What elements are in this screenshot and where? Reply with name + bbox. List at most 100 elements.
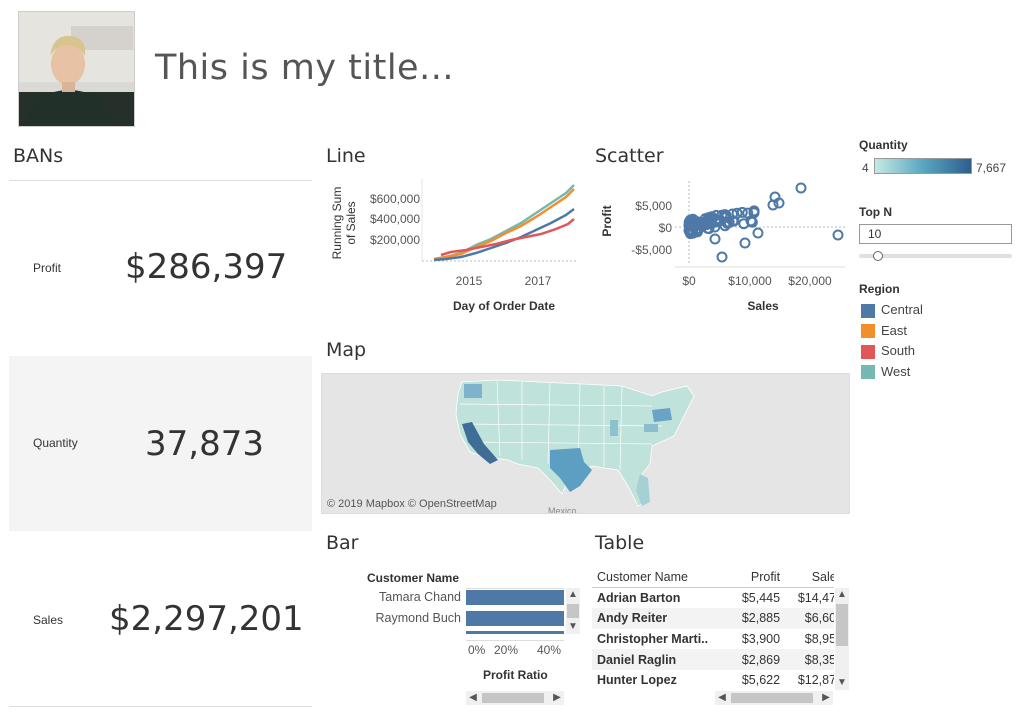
bar-scroll-thumb[interactable]	[567, 604, 579, 618]
scroll-down-icon[interactable]: ▼	[568, 621, 578, 632]
scatter-point[interactable]	[767, 199, 779, 211]
page-title: This is my title...	[155, 48, 454, 88]
region-swatch-east	[861, 324, 875, 339]
scatter-chart[interactable]: Profit $5,000 $0 -$5,000 $0 $10,000 $20,…	[595, 175, 850, 320]
scatter-point[interactable]	[684, 219, 696, 231]
table-cell-profit: $5,445	[741, 591, 781, 606]
table-cell-sales: $12,873	[797, 673, 834, 688]
bar-xtick: 40%	[537, 643, 562, 657]
table-scroll-thumb[interactable]	[836, 604, 848, 646]
scatter-point[interactable]	[773, 197, 785, 209]
bar-xlabel: Profit Ratio	[483, 668, 548, 682]
author-photo	[18, 11, 135, 127]
quantity-legend-min: 4	[862, 161, 869, 175]
bans-section-title: BANs	[13, 145, 64, 167]
scroll-left-icon[interactable]: ◀	[469, 692, 477, 703]
scatter-xlabel: Sales	[747, 299, 779, 313]
scatter-point[interactable]	[739, 237, 751, 249]
scroll-down-icon[interactable]: ▼	[837, 677, 847, 688]
region-swatch-south	[861, 344, 875, 359]
scroll-up-icon[interactable]: ▲	[837, 589, 847, 600]
region-legend-item[interactable]: West	[861, 362, 1001, 383]
table-header[interactable]: Profit	[730, 567, 786, 589]
scatter-point[interactable]	[742, 207, 754, 219]
topn-slider-track[interactable]	[859, 254, 1012, 258]
scatter-point[interactable]	[706, 211, 718, 223]
region-legend-item[interactable]: South	[861, 341, 1001, 362]
line-chart[interactable]: Running Sum of Sales $600,000 $400,000 $…	[326, 175, 586, 320]
scatter-section-title: Scatter	[595, 145, 664, 167]
scatter-point[interactable]	[832, 229, 844, 241]
table-row[interactable]: Christopher Marti.. $3,900 $8,954	[592, 629, 834, 650]
bar-header-divider	[466, 588, 564, 589]
map-mexico-label: Mexico	[548, 506, 577, 514]
scatter-point[interactable]	[683, 225, 695, 237]
bar-scrollbar-vertical[interactable]: ▲ ▼	[566, 588, 580, 634]
quantity-legend-gradient	[874, 158, 972, 174]
ban-sales[interactable]: Sales $2,297,201	[9, 531, 312, 706]
state-pennsylvania	[644, 424, 658, 432]
topn-slider-thumb[interactable]	[873, 251, 883, 261]
state-borders	[459, 379, 663, 471]
ban-profit-value: $286,397	[125, 247, 288, 287]
scatter-point[interactable]	[709, 233, 721, 245]
bans-divider-bottom	[9, 706, 312, 707]
ban-quantity[interactable]: Quantity 37,873	[9, 356, 312, 531]
scatter-ytick: $0	[659, 221, 673, 235]
region-legend-item[interactable]: East	[861, 321, 1001, 342]
scatter-xtick: $20,000	[788, 274, 832, 288]
scroll-right-icon[interactable]: ▶	[553, 692, 561, 703]
table-header[interactable]: Sales	[785, 567, 834, 589]
scatter-point[interactable]	[703, 223, 715, 235]
topn-input[interactable]: 10	[859, 224, 1012, 244]
scatter-point[interactable]	[719, 220, 731, 232]
state-new-york	[652, 408, 672, 422]
scatter-points	[683, 182, 844, 263]
line-xtick: 2017	[525, 274, 552, 288]
region-legend-label: East	[881, 322, 908, 338]
scatter-point[interactable]	[795, 182, 807, 194]
scatter-point[interactable]	[731, 207, 743, 219]
scatter-point[interactable]	[716, 251, 728, 263]
scatter-point[interactable]	[690, 224, 702, 236]
scatter-point[interactable]	[710, 209, 722, 221]
table-scrollbar-horizontal[interactable]: ◀ ▶	[715, 691, 833, 705]
table-hscroll-thumb[interactable]	[731, 693, 813, 703]
line-ytick: $600,000	[370, 192, 420, 206]
scroll-left-icon[interactable]: ◀	[718, 692, 726, 703]
scatter-ytick: -$5,000	[631, 243, 672, 257]
scatter-point[interactable]	[752, 227, 764, 239]
table-row[interactable]: Daniel Raglin $2,869 $8,351	[592, 649, 834, 670]
table-row[interactable]: Hunter Lopez $5,622 $12,873	[592, 670, 834, 691]
line-series-east	[433, 188, 575, 261]
ban-profit[interactable]: Profit $286,397	[9, 181, 312, 356]
bar-mark[interactable]	[466, 590, 564, 605]
table-row[interactable]: Adrian Barton $5,445 $14,474	[592, 588, 834, 609]
customer-table-wrap: Customer Name Profit Sales Adrian Barton…	[592, 567, 834, 691]
line-xtick: 2015	[456, 274, 483, 288]
table-header[interactable]: Customer Name	[592, 567, 731, 589]
scroll-up-icon[interactable]: ▲	[568, 589, 578, 600]
line-ytick: $200,000	[370, 233, 420, 247]
region-legend-label: West	[881, 363, 911, 379]
scroll-right-icon[interactable]: ▶	[822, 692, 830, 703]
line-ylabel-2: of Sales	[344, 201, 358, 244]
bar-mark-partial	[466, 631, 564, 634]
table-row[interactable]: Andy Reiter $2,885 $6,608	[592, 608, 834, 629]
bar-scrollbar-horizontal[interactable]: ◀ ▶	[466, 691, 564, 705]
map-view[interactable]: © 2019 Mapbox © OpenStreetMap Mexico	[321, 373, 850, 514]
table-cell-name: Hunter Lopez	[597, 673, 677, 688]
scatter-point[interactable]	[705, 216, 716, 228]
scatter-point[interactable]	[716, 209, 728, 221]
table-scrollbar-vertical[interactable]: ▲ ▼	[835, 588, 849, 690]
scatter-point[interactable]	[736, 206, 748, 218]
scatter-point[interactable]	[687, 213, 699, 225]
line-xlabel: Day of Order Date	[453, 299, 555, 313]
bar-xaxis	[466, 640, 564, 641]
table-cell-profit: $3,900	[741, 632, 781, 647]
bar-hscroll-thumb[interactable]	[482, 693, 544, 703]
region-legend-item[interactable]: Central	[861, 300, 1001, 321]
bar-mark[interactable]	[466, 611, 564, 626]
table-cell-name: Andy Reiter	[592, 608, 731, 629]
bar-row-label: Tamara Chand	[379, 590, 461, 604]
